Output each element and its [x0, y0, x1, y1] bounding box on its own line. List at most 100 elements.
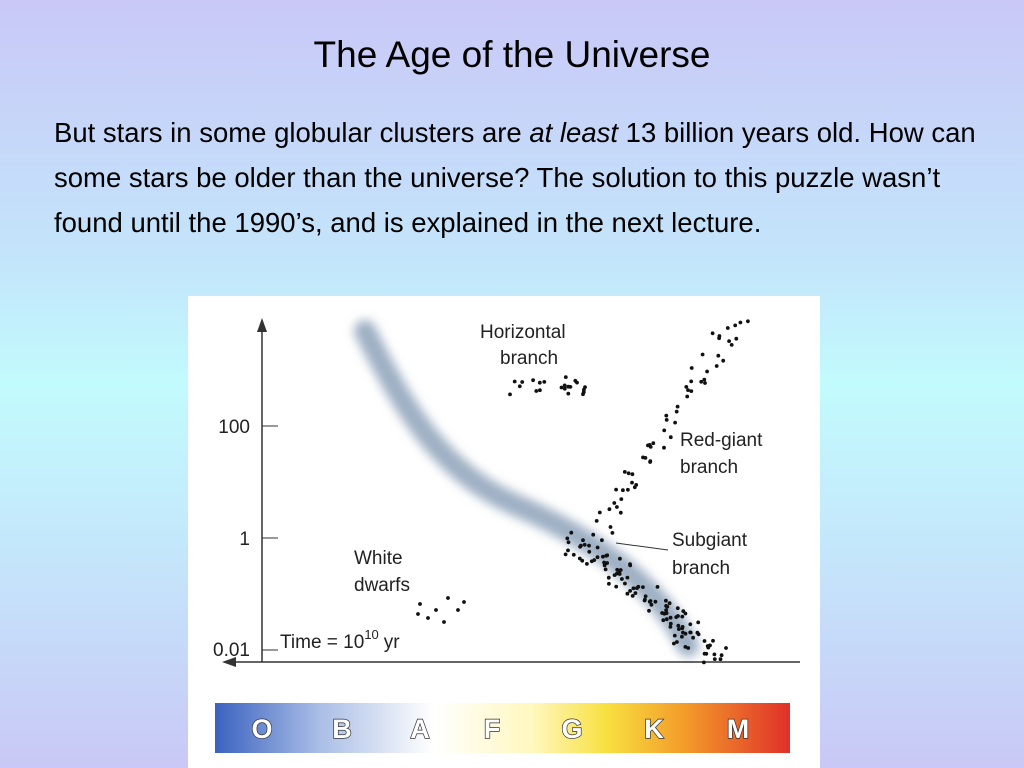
star-dot — [456, 608, 460, 612]
star-dot — [618, 510, 623, 515]
star-dot — [668, 621, 673, 626]
star-dot — [662, 611, 667, 616]
star-dot — [668, 435, 673, 440]
star-dot — [580, 558, 585, 563]
star-dot — [718, 657, 723, 662]
star-dot — [651, 441, 656, 446]
star-dot — [664, 598, 668, 603]
star-dot — [653, 599, 658, 604]
star-dot — [628, 562, 632, 567]
star-dot — [597, 510, 602, 515]
time-label: Time = 1010 yr — [280, 627, 400, 653]
star-dot — [587, 543, 591, 548]
star-dot — [664, 418, 669, 422]
star-dot — [534, 389, 539, 393]
star-dot — [676, 623, 681, 628]
star-dot — [729, 343, 734, 347]
spectral-class: A — [410, 714, 430, 744]
star-dot — [717, 334, 722, 338]
region-label: Horizontal — [480, 322, 566, 343]
star-dot — [738, 320, 743, 325]
star-dot — [695, 630, 700, 635]
y-axis-arrow — [257, 318, 267, 332]
star-dot — [689, 389, 694, 393]
star-dot — [633, 591, 638, 595]
main-sequence-band — [354, 320, 699, 657]
star-dot — [664, 413, 669, 418]
spectral-class: K — [644, 714, 664, 744]
star-dot — [512, 379, 517, 384]
star-dot — [716, 353, 721, 358]
star-dot — [562, 383, 567, 388]
star-dot — [607, 507, 612, 512]
star-dot — [683, 631, 688, 636]
star-dot — [674, 615, 679, 619]
star-dot — [714, 364, 719, 368]
star-dot — [594, 519, 599, 523]
star-dot — [538, 388, 542, 393]
star-dot — [664, 617, 669, 622]
star-dot — [680, 634, 684, 639]
star-dot — [630, 472, 635, 477]
star-dot — [587, 549, 592, 554]
star-dot — [618, 556, 622, 561]
star-dot — [711, 638, 715, 643]
star-dot — [675, 640, 679, 644]
spectral-class: M — [727, 714, 750, 744]
star-dot — [585, 562, 589, 566]
star-dot — [702, 660, 706, 665]
region-label: branch — [500, 348, 558, 369]
star-dot — [661, 618, 666, 623]
star-dot — [566, 391, 571, 396]
star-dot — [691, 635, 695, 640]
star-dot — [626, 471, 631, 476]
y-tick-label: 1 — [239, 529, 250, 550]
star-dot — [686, 388, 690, 392]
star-dot — [648, 459, 653, 464]
star-dot — [630, 480, 634, 485]
star-dot — [685, 394, 690, 399]
star-dot — [675, 404, 680, 409]
star-dot — [746, 319, 750, 324]
star-dot — [719, 653, 724, 658]
star-dot — [648, 445, 653, 449]
star-dot — [614, 487, 618, 492]
star-dot — [662, 445, 666, 450]
star-dots — [416, 319, 750, 665]
time-label-exponent: 10 — [364, 627, 378, 642]
star-dot — [680, 614, 685, 619]
star-dot — [646, 443, 650, 448]
star-dot — [591, 532, 596, 537]
star-dot — [636, 584, 641, 589]
star-dot — [604, 553, 609, 558]
star-dot — [725, 326, 730, 330]
star-dot — [677, 627, 681, 631]
star-dot — [702, 377, 707, 382]
star-dot — [568, 385, 573, 389]
time-label-base: Time = 10 — [280, 632, 364, 653]
star-dot — [603, 567, 608, 572]
star-dot — [619, 497, 624, 501]
y-tick-label: 100 — [218, 417, 250, 438]
star-dot — [712, 652, 717, 657]
star-dot — [686, 646, 691, 650]
star-dot — [634, 483, 639, 487]
star-dot — [643, 594, 648, 599]
star-dot — [508, 392, 512, 397]
body-text: But stars in some globular clusters are … — [54, 110, 989, 245]
star-dot — [620, 577, 624, 581]
region-label: Red-giant — [680, 430, 763, 451]
star-dot — [664, 608, 668, 613]
spectral-class: F — [484, 714, 501, 744]
star-dot — [446, 596, 450, 600]
star-dot — [416, 612, 420, 616]
spectral-bar — [215, 703, 790, 753]
star-dot — [615, 505, 619, 509]
star-dot — [674, 409, 679, 414]
star-dot — [631, 586, 636, 591]
star-dot — [641, 455, 645, 460]
star-dot — [566, 540, 571, 545]
region-label: dwarfs — [354, 575, 410, 596]
star-dot — [559, 385, 564, 390]
star-dot — [665, 604, 670, 609]
